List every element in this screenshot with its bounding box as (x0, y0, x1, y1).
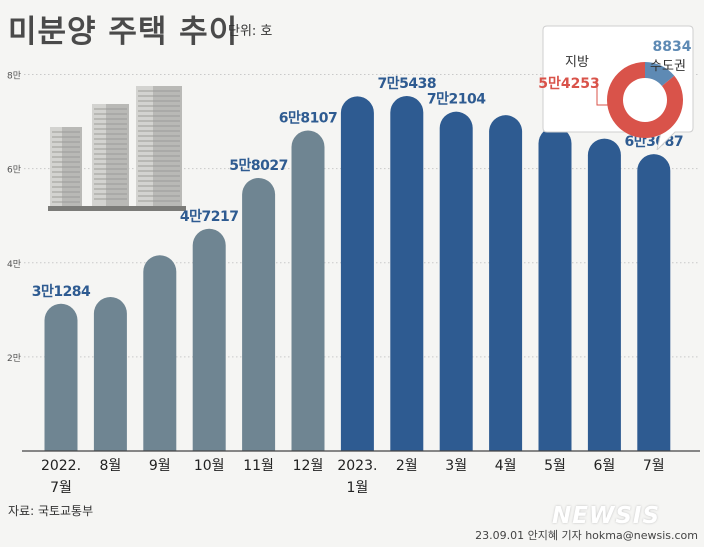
x-tick-label: 11월 (243, 458, 274, 474)
slice-name-region: 지방 (565, 55, 589, 70)
x-tick-label: 5월 (544, 458, 566, 474)
x-tick-label: 2022. (41, 458, 81, 474)
x-axis-labels: 2022. 7월 8월 9월 10월 11월 12월 2023. 1월 2월 3월 4월 5월 6월 7월 (41, 458, 665, 496)
unit-label: 단위: 호 (228, 24, 273, 39)
value-label: 3만1284 (32, 284, 91, 300)
value-label: 7만5438 (378, 76, 437, 92)
slice-name-capital: 수도권 (650, 59, 686, 74)
credit-line: 23.09.01 안지혜 기자 hokma@newsis.com (475, 529, 698, 542)
value-label: 6만8107 (279, 110, 338, 126)
bar (242, 177, 276, 452)
bar (44, 303, 78, 451)
bar (192, 228, 226, 451)
bars (44, 95, 671, 452)
bar (587, 138, 621, 451)
slice-value-capital: 8834 (653, 39, 692, 55)
bar (538, 126, 572, 451)
bar (439, 111, 473, 451)
x-tick-label: 8월 (100, 458, 122, 474)
value-label: 5만8027 (229, 158, 288, 174)
x-tick-label: 3월 (445, 458, 467, 474)
bar (390, 95, 424, 451)
chart-title: 미분양 주택 추이 (8, 14, 239, 50)
value-label: 4만7217 (180, 209, 239, 225)
donut-inset: 지방 5만4253 8834 수도권 (539, 25, 694, 150)
y-tick-label: 8만 (7, 71, 21, 82)
leader-line (596, 82, 615, 106)
y-tick-label: 4만 (7, 259, 21, 270)
bar (340, 96, 374, 452)
value-label: 7만2104 (427, 92, 486, 108)
x-tick-label: 2023. (337, 458, 377, 474)
x-tick-label: 2월 (396, 458, 418, 474)
donut-slice-capital (645, 62, 675, 86)
apartment-buildings-icon (48, 86, 186, 211)
donut-chart (607, 62, 683, 138)
y-tick-label: 2만 (7, 353, 21, 364)
newsis-watermark: NEWSIS (552, 503, 661, 529)
slice-value-region: 5만4253 (539, 76, 600, 92)
y-tick-label: 6만 (7, 165, 21, 176)
x-tick-label: 12월 (293, 458, 324, 474)
x-tick-label: 7월 (50, 480, 72, 496)
x-tick-label: 7월 (643, 458, 665, 474)
x-tick-label: 1월 (347, 480, 369, 496)
x-tick-label: 10월 (194, 458, 225, 474)
donut-slice-region (607, 62, 683, 138)
y-axis-ticks: 2만 4만 6만 8만 (7, 71, 21, 364)
x-tick-label: 9월 (149, 458, 171, 474)
bar (489, 115, 523, 451)
bar (637, 154, 671, 451)
x-tick-label: 6월 (594, 458, 616, 474)
bar (93, 297, 127, 451)
source-note: 자료: 국토교통부 (8, 504, 94, 518)
bar (291, 130, 325, 452)
x-tick-label: 4월 (495, 458, 517, 474)
bar (143, 255, 177, 451)
